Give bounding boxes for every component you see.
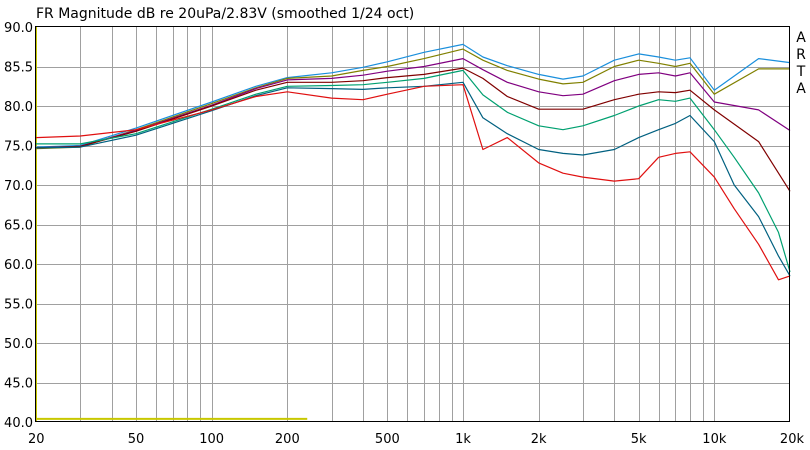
- arta-letter: R: [796, 47, 806, 63]
- series-line-4: [35, 67, 791, 192]
- series-line-2: [35, 48, 790, 150]
- x-tick-label: 20k: [780, 432, 805, 447]
- series-line-1: [35, 43, 791, 148]
- y-tick-label: 55.0: [4, 298, 33, 313]
- y-axis-tick-labels: 90.0 85.5 80.0 75.0 70.0 65.0 60.0 55.0 50.0 45.0…: [4, 21, 33, 431]
- plot-frame: [35, 26, 790, 422]
- y-tick-label: 85.5: [4, 61, 33, 76]
- arta-letter: A: [796, 81, 806, 97]
- y-tick-label: 80.0: [4, 100, 33, 115]
- x-tick-label: 1k: [455, 432, 471, 447]
- x-tick-label: 500: [375, 432, 400, 447]
- y-tick-label: 70.0: [4, 179, 33, 194]
- y-tick-label: 75.0: [4, 140, 33, 155]
- y-tick-label: 40.0: [4, 416, 33, 431]
- x-tick-label: 100: [199, 432, 224, 447]
- x-tick-label: 200: [275, 432, 300, 447]
- chart-title: FR Magnitude dB re 20uPa/2.83V (smoothed…: [36, 6, 414, 22]
- series-line-5: [36, 69, 791, 273]
- series-line-6: [35, 81, 791, 277]
- arta-letter: T: [796, 64, 806, 80]
- y-tick-label: 50.0: [4, 337, 33, 352]
- x-tick-label: 20: [28, 432, 45, 447]
- series-lines: [35, 43, 791, 281]
- y-tick-label: 45.0: [4, 377, 33, 392]
- x-tick-label: 5k: [631, 432, 647, 447]
- grid-lines: [36, 27, 790, 422]
- series-line-3: [35, 57, 791, 149]
- y-tick-label: 60.0: [4, 258, 33, 273]
- series-line-7: [35, 84, 791, 281]
- arta-letter: A: [796, 30, 806, 46]
- x-axis-tick-labels: 20 50 100 200 500 1k 2k 5k 10k 20k: [28, 432, 804, 447]
- x-tick-label: 50: [128, 432, 145, 447]
- y-tick-label: 90.0: [4, 21, 33, 36]
- x-tick-label: 10k: [702, 432, 727, 447]
- x-tick-label: 2k: [531, 432, 547, 447]
- y-tick-label: 65.0: [4, 219, 33, 234]
